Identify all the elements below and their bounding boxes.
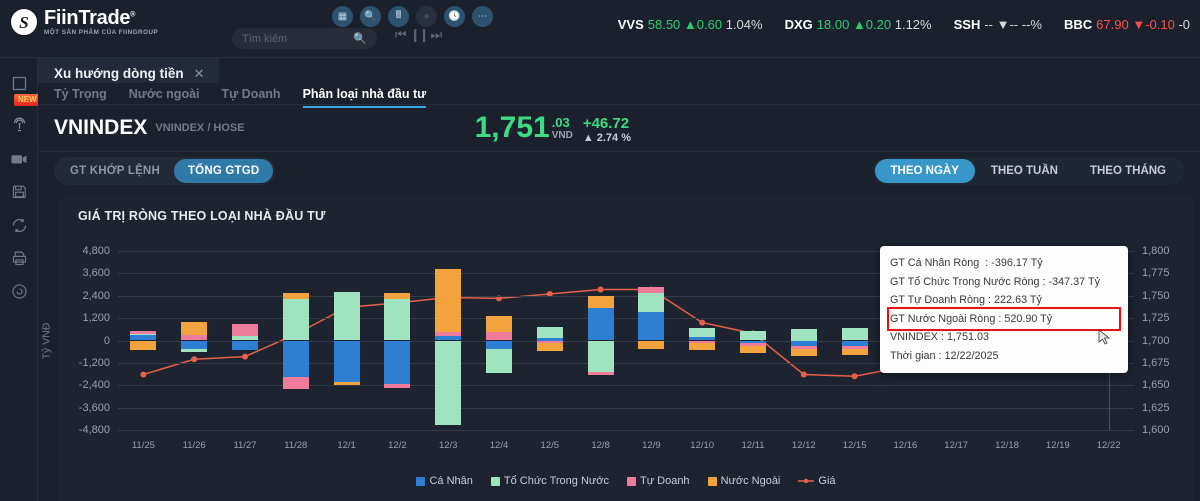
svg-text:S: S [19, 13, 28, 32]
